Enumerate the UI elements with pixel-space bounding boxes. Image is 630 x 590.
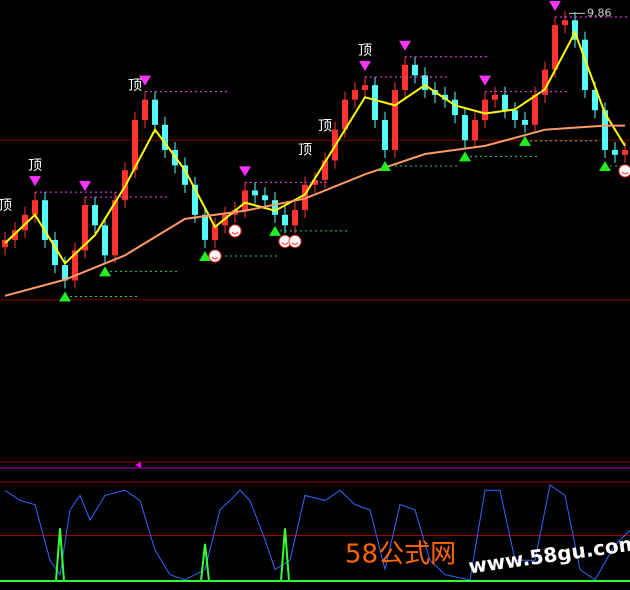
candle-body	[562, 20, 568, 26]
buy-signal	[59, 291, 71, 302]
candle-body	[482, 99, 488, 120]
smile-face	[211, 256, 219, 260]
buy-signal	[99, 266, 111, 277]
candle-body	[212, 225, 218, 240]
smile-face	[621, 171, 629, 175]
smile-signal	[618, 164, 630, 178]
smile-signal	[208, 249, 222, 263]
candle-body	[442, 94, 448, 100]
sell-signal	[29, 176, 41, 187]
candle-body	[342, 99, 348, 130]
sell-signal	[239, 166, 251, 177]
sell-signal	[399, 40, 411, 51]
candle-body	[392, 89, 398, 150]
candle-body	[52, 239, 58, 266]
sell-signal	[139, 75, 151, 86]
smile-signal	[288, 234, 302, 248]
buy-signal	[459, 151, 471, 162]
ma-line	[4, 124, 625, 297]
candle-body	[512, 110, 518, 120]
candle-body	[572, 20, 578, 40]
sell-signal	[479, 75, 491, 86]
candle-body	[32, 200, 38, 215]
candle-body	[372, 85, 378, 120]
candle-body	[602, 110, 608, 150]
candle-body	[82, 205, 88, 251]
buy-signal	[269, 225, 281, 236]
candle-body	[542, 69, 548, 95]
watermark-url: www.58gu.com	[467, 531, 630, 579]
candle-body	[612, 149, 618, 155]
candle-body	[62, 265, 68, 281]
ma-line	[4, 29, 626, 265]
candle-body	[382, 119, 388, 150]
signal-spike	[200, 543, 210, 582]
candle-body	[622, 149, 628, 155]
candle-body	[582, 39, 588, 90]
candle-body	[412, 64, 418, 76]
candle-body	[262, 195, 268, 201]
candle-body	[72, 250, 78, 281]
candle-body	[22, 214, 28, 231]
candle-body	[272, 200, 278, 215]
sell-signal	[359, 61, 371, 71]
candle-body	[522, 119, 528, 125]
buy-signal	[199, 251, 211, 262]
candle-body	[422, 75, 428, 90]
signal-spike	[280, 528, 290, 582]
smile-face	[231, 231, 239, 235]
top-label: 顶	[358, 43, 372, 59]
candle-body	[202, 214, 208, 240]
candle-body	[502, 94, 508, 111]
top-label: 顶	[128, 78, 142, 94]
max-label: 9.86	[587, 6, 612, 19]
candle-body	[152, 99, 158, 125]
top-label: 顶	[28, 158, 42, 174]
candle-body	[132, 119, 138, 171]
candle-body	[362, 85, 368, 90]
candle-body	[302, 184, 308, 210]
candle-body	[472, 119, 478, 141]
candle-body	[352, 89, 358, 100]
candle-body	[282, 214, 288, 226]
watermark: 58公式网 www.58gu.com	[345, 531, 630, 579]
candle-body	[592, 89, 598, 111]
candle-body	[92, 205, 98, 226]
candle-body	[252, 190, 258, 196]
buy-signal	[599, 161, 611, 172]
top-label: 顶	[318, 118, 332, 134]
candle-body	[242, 190, 248, 210]
smile-face	[281, 242, 289, 245]
candle-body	[162, 124, 168, 150]
top-label: 顶	[298, 143, 312, 159]
signal-spike	[55, 528, 65, 582]
candle-body	[112, 200, 118, 256]
buy-signal	[379, 161, 391, 172]
smile-signal	[228, 224, 242, 238]
buy-signal	[519, 135, 531, 146]
smile-face	[291, 242, 299, 245]
candle-body	[322, 160, 328, 180]
candle-body	[182, 165, 188, 185]
candle-body	[292, 209, 298, 226]
top-label: 顶	[0, 198, 12, 214]
candle-body	[462, 115, 468, 141]
sell-signal	[549, 1, 561, 12]
candle-body	[142, 99, 148, 120]
cursor-marker	[135, 462, 141, 468]
candle-body	[42, 200, 48, 240]
candle-body	[492, 94, 498, 100]
candle-body	[2, 239, 8, 248]
candle-body	[532, 94, 538, 125]
candle-body	[192, 184, 198, 215]
oscillator-line	[4, 484, 630, 581]
candle-body	[102, 225, 108, 256]
candle-body	[552, 25, 558, 70]
candle-body	[452, 99, 458, 116]
watermark-logo: 58公式网	[345, 540, 456, 570]
sell-signal	[79, 180, 91, 191]
